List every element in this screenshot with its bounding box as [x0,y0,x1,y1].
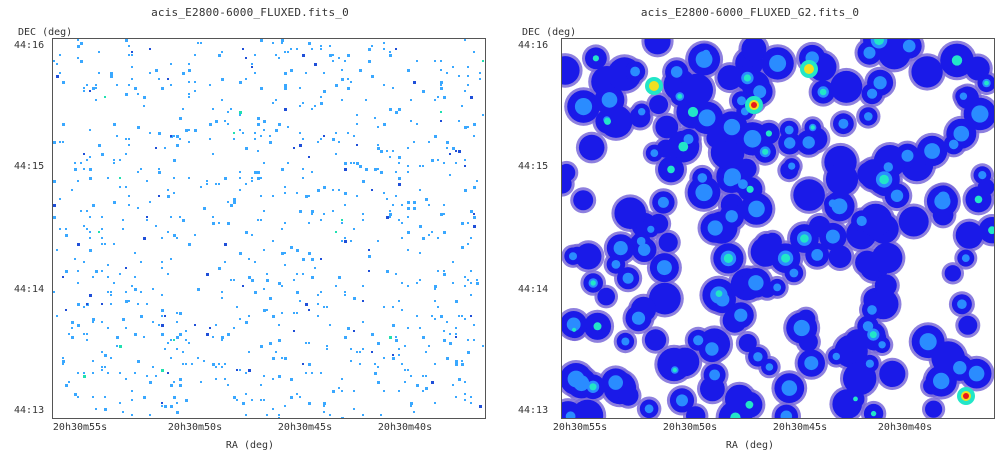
panel-smoothed-image: acis_E2800-6000_FLUXED_G2.fits_0 DEC (de… [500,0,1000,459]
x-tick-label: 20h30m45s [277,422,333,433]
y-tick-label: 44:13 [518,405,549,416]
panel-raw-image: acis_E2800-6000_FLUXED.fits_0 DEC (deg) … [14,6,486,451]
y-tick-label: 44:14 [14,284,45,295]
chart-title: acis_E2800-6000_FLUXED_G2.fits_0 [640,6,860,19]
x-tick-label: 20h30m55s [52,422,108,433]
y-tick-label: 44:16 [518,40,549,51]
smoothed-image [562,39,994,418]
image-plot-area[interactable] [52,38,486,419]
y-tick-label: 44:13 [14,405,45,416]
y-tick-label: 44:16 [14,40,45,51]
y-tick-label: 44:15 [518,161,549,172]
chart-title: acis_E2800-6000_FLUXED.fits_0 [151,6,349,19]
x-tick-label: 20h30m45s [772,422,828,433]
x-axis-label: RA (deg) [225,440,275,451]
y-tick-label: 44:14 [518,284,549,295]
x-tick-label: 20h30m40s [877,422,933,433]
x-axis-label: RA (deg) [725,440,775,451]
x-tick-label: 20h30m50s [662,422,718,433]
x-tick-label: 20h30m55s [552,422,608,433]
image-plot-area[interactable] [561,38,995,419]
photon-image [53,39,484,418]
x-tick-label: 20h30m50s [167,422,223,433]
y-axis-label: DEC (deg) [522,27,577,38]
y-axis-label: DEC (deg) [18,27,73,38]
y-tick-label: 44:15 [14,161,45,172]
x-tick-label: 20h30m40s [377,422,433,433]
